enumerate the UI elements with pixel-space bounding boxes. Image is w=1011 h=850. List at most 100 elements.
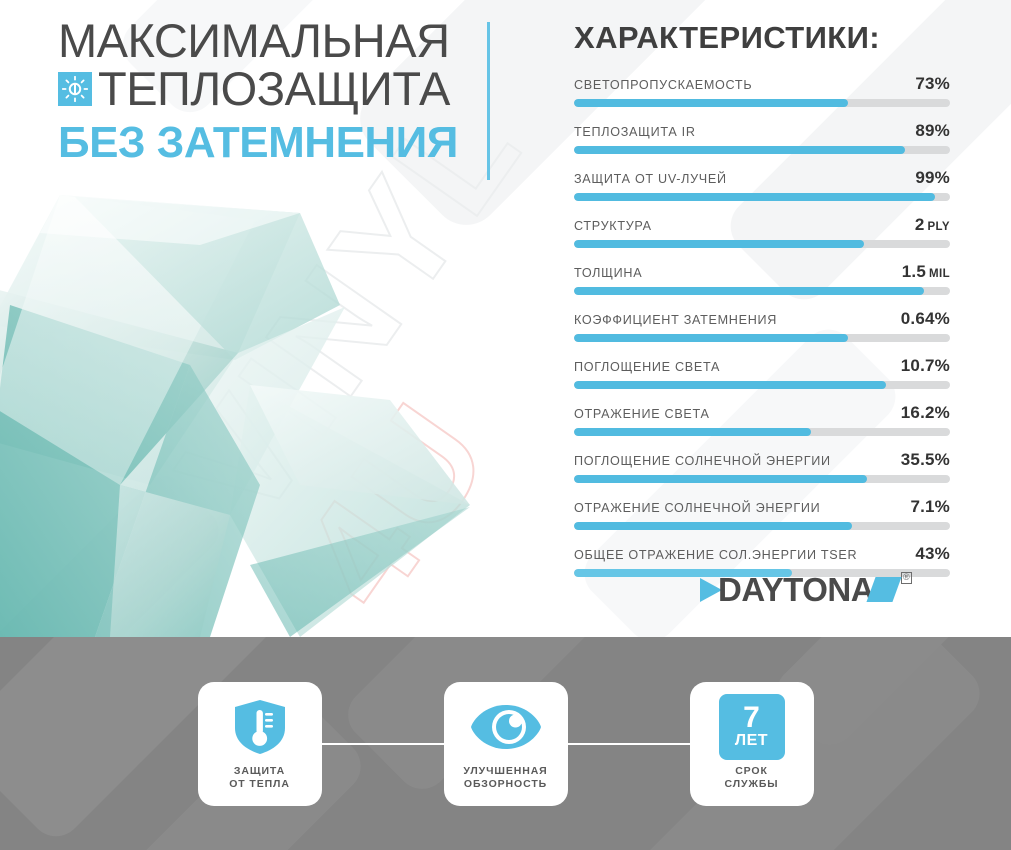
logo-text: DAYTONA	[718, 571, 875, 608]
headline-line-2: ТЕПЛОЗАЩИТА	[98, 62, 450, 116]
spec-bar-fill	[574, 193, 935, 201]
spec-bar-fill	[574, 522, 853, 530]
spec-bar-fill	[574, 287, 924, 295]
spec-value: 89%	[915, 121, 950, 141]
spec-bar-track	[574, 240, 950, 248]
spec-label: ОТРАЖЕНИЕ СОЛНЕЧНОЙ ЭНЕРГИИ	[574, 501, 821, 515]
spec-bar-track	[574, 334, 950, 342]
spec-value-unit: %	[934, 121, 950, 140]
years-box: 7 ЛЕТ	[718, 693, 785, 760]
spec-bar-fill	[574, 146, 905, 154]
years-word: ЛЕТ	[734, 732, 769, 750]
spec-value-number: 10.7	[900, 356, 935, 375]
eye-icon	[469, 696, 543, 758]
spec-value-number: 99	[915, 168, 935, 187]
spec-row-head: ОБЩЕЕ ОТРАЖЕНИЕ СОЛ.ЭНЕРГИИ TSER 43%	[574, 544, 950, 564]
spec-value-number: 43	[915, 544, 935, 563]
shield-thermometer-icon	[232, 696, 288, 758]
specifications-panel: ХАРАКТЕРИСТИКИ: СВЕТОПРОПУСКАЕМОСТЬ 73% ТЕ…	[574, 20, 950, 591]
spec-value-unit: %	[934, 168, 950, 187]
spec-row: ТОЛЩИНА 1.5 MIL	[574, 262, 950, 295]
spec-bar-track	[574, 287, 950, 295]
spec-label: СВЕТОПРОПУСКАЕМОСТЬ	[574, 78, 753, 92]
spec-row: ПОГЛОЩЕНИЕ СОЛНЕЧНОЙ ЭНЕРГИИ 35.5%	[574, 450, 950, 483]
badge-service-life[interactable]: 7 ЛЕТ СРОК СЛУЖБЫ	[689, 681, 814, 806]
spec-label: КОЭФФИЦИЕНТ ЗАТЕМНЕНИЯ	[574, 313, 778, 327]
headline-line-1: МАКСИМАЛЬНАЯ	[58, 14, 450, 67]
headline-line-3: БЕЗ ЗАТЕМНЕНИЯ	[58, 117, 458, 167]
spec-label: ТОЛЩИНА	[574, 266, 643, 280]
spec-bar-fill	[574, 428, 811, 436]
spec-row: КОЭФФИЦИЕНТ ЗАТЕМНЕНИЯ 0.64%	[574, 309, 950, 342]
spec-value-number: 2	[914, 215, 925, 234]
spec-bar-fill	[574, 334, 849, 342]
spec-bar-fill	[574, 381, 887, 389]
badge-label: СРОК СЛУЖБЫ	[724, 764, 779, 790]
spec-bar-fill	[574, 240, 864, 248]
spec-bar-track	[574, 428, 950, 436]
spec-value-number: 73	[915, 74, 935, 93]
spec-bar-fill	[574, 569, 793, 577]
spec-value-number: 0.64	[900, 309, 935, 328]
spec-value: 10.7%	[901, 356, 950, 376]
spec-value-unit: %	[934, 450, 950, 469]
spec-value-number: 35.5	[900, 450, 935, 469]
registered-trademark-icon: ®	[901, 572, 912, 584]
spec-value-unit: PLY	[927, 221, 950, 233]
spec-value-unit: %	[934, 544, 950, 563]
spec-row: СТРУКТУРА 2 PLY	[574, 215, 950, 248]
spec-value: 35.5%	[901, 450, 950, 470]
spec-value-unit: %	[934, 309, 950, 328]
spec-row: СВЕТОПРОПУСКАЕМОСТЬ 73%	[574, 74, 950, 107]
sun-brightness-icon	[58, 72, 92, 107]
seven-years-badge-icon: 7 ЛЕТ	[718, 693, 785, 760]
spec-bar-track	[574, 146, 950, 154]
film-roll-illustration	[0, 185, 560, 637]
spec-value-number: 7.1	[910, 497, 935, 516]
spec-row: ОТРАЖЕНИЕ СОЛНЕЧНОЙ ЭНЕРГИИ 7.1%	[574, 497, 950, 530]
spec-label: ПОГЛОЩЕНИЕ СОЛНЕЧНОЙ ЭНЕРГИИ	[574, 454, 831, 468]
logo-wedge-icon	[700, 577, 722, 602]
spec-bar-track	[574, 569, 950, 577]
spec-row-head: СТРУКТУРА 2 PLY	[574, 215, 950, 235]
spec-value-unit: MIL	[929, 268, 950, 280]
spec-row-head: КОЭФФИЦИЕНТ ЗАТЕМНЕНИЯ 0.64%	[574, 309, 950, 329]
years-number: 7	[743, 700, 760, 734]
spec-bar-track	[574, 381, 950, 389]
spec-value: 7.1%	[910, 497, 950, 517]
spec-bar-fill	[574, 475, 868, 483]
feature-badges: ЗАЩИТА ОТ ТЕПЛА УЛУЧШЕННАЯ ОБЗ	[0, 637, 1011, 850]
spec-value: 2 PLY	[915, 215, 950, 235]
headline-line-2-wrap: ТЕПЛОЗАЩИТА	[58, 62, 478, 116]
badge-label: ЗАЩИТА ОТ ТЕПЛА	[229, 764, 290, 790]
headline-divider	[487, 22, 490, 180]
specifications-list: СВЕТОПРОПУСКАЕМОСТЬ 73% ТЕПЛОЗАЩИТА IR 89% З…	[574, 74, 950, 577]
badge-heat-protection[interactable]: ЗАЩИТА ОТ ТЕПЛА	[197, 681, 322, 806]
spec-label: ОТРАЖЕНИЕ СВЕТА	[574, 407, 710, 421]
spec-value: 1.5 MIL	[902, 262, 950, 282]
footer-panel: ЗАЩИТА ОТ ТЕПЛА УЛУЧШЕННАЯ ОБЗ	[0, 637, 1011, 850]
spec-bar-track	[574, 193, 950, 201]
spec-value: 43%	[915, 544, 950, 564]
spec-label: СТРУКТУРА	[574, 219, 652, 233]
spec-label: ТЕПЛОЗАЩИТА IR	[574, 125, 696, 139]
headline: МАКСИМАЛЬНАЯ	[58, 14, 478, 167]
spec-bar-fill	[574, 99, 849, 107]
spec-row-head: ОТРАЖЕНИЕ СОЛНЕЧНОЙ ЭНЕРГИИ 7.1%	[574, 497, 950, 517]
spec-row-head: ЗАЩИТА ОТ UV-ЛУЧЕЙ 99%	[574, 168, 950, 188]
specifications-title: ХАРАКТЕРИСТИКИ:	[574, 20, 881, 55]
spec-row: ТЕПЛОЗАЩИТА IR 89%	[574, 121, 950, 154]
spec-row-head: ПОГЛОЩЕНИЕ СОЛНЕЧНОЙ ЭНЕРГИИ 35.5%	[574, 450, 950, 470]
spec-row-head: ОТРАЖЕНИЕ СВЕТА 16.2%	[574, 403, 950, 423]
top-panel: VINYL 4U	[0, 0, 1011, 637]
spec-row: ПОГЛОЩЕНИЕ СВЕТА 10.7%	[574, 356, 950, 389]
spec-row: ОТРАЖЕНИЕ СВЕТА 16.2%	[574, 403, 950, 436]
spec-value-number: 16.2	[900, 403, 935, 422]
spec-value: 99%	[915, 168, 950, 188]
spec-value-number: 1.5	[901, 262, 926, 281]
spec-value: 73%	[915, 74, 950, 94]
badge-connector	[321, 742, 444, 745]
spec-value-unit: %	[934, 497, 950, 516]
badge-visibility[interactable]: УЛУЧШЕННАЯ ОБЗОРНОСТЬ	[443, 681, 568, 806]
